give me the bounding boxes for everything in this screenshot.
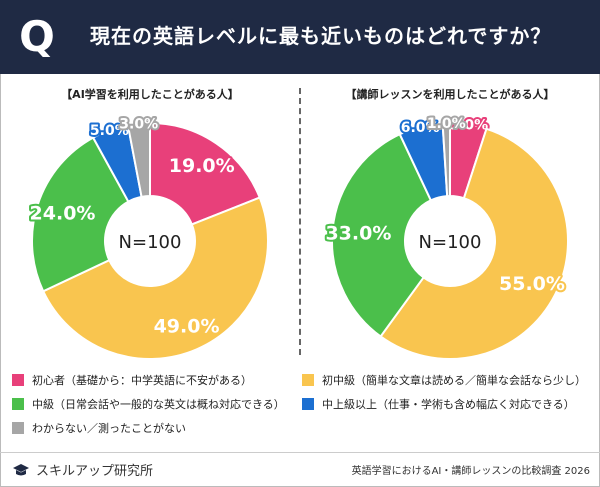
pie-chart-ai: 19.0% 49.0% 24.0% 5.0%3.0% N=100 xyxy=(28,115,270,361)
pie-label-1: 55.0% xyxy=(499,273,565,295)
chart-title-ai: 【AI学習を利用したことがある人】 xyxy=(61,88,239,101)
page-title: 現在の英語レベルに最も近いものはどれですか？ xyxy=(90,24,552,48)
legend-label: 初心者（基礎から：中学英語に不安がある） xyxy=(32,374,252,387)
pie-chart-lesson: 5.0% 55.0% 33.0% 6.0%1.0% N=100 xyxy=(323,114,569,360)
legend-swatch xyxy=(302,398,314,410)
pie-label-3: 5.0% xyxy=(90,123,129,139)
legend-item-upper-intermediate: 中上級以上（仕事・学術も含め幅広く対応できる） xyxy=(302,396,575,412)
pie-label-4: 1.0% xyxy=(427,116,466,132)
legend-swatch xyxy=(12,422,24,434)
q-icon: Q xyxy=(19,12,55,61)
legend-item-unknown: わからない／測ったことがない xyxy=(12,420,186,436)
brand: スキルアップ研究所 xyxy=(12,460,153,479)
divider xyxy=(299,88,301,355)
center-label: N=100 xyxy=(419,232,482,253)
legend-swatch xyxy=(302,374,314,386)
pie-label-1: 49.0% xyxy=(154,315,220,337)
pie-label-0: 5.0% xyxy=(449,117,488,133)
footer-divider xyxy=(0,452,600,453)
pie-label-3: 6.0% xyxy=(401,120,440,136)
legend-label: 初中級（簡単な文章は読める／簡単な会話なら少し） xyxy=(322,374,586,387)
pie-label-2: 24.0% xyxy=(30,203,96,225)
legend-item-pre-intermediate: 初中級（簡単な文章は読める／簡単な会話なら少し） xyxy=(302,372,586,388)
legend-item-beginner: 初心者（基礎から：中学英語に不安がある） xyxy=(12,372,252,388)
legend-label: 中級（日常会話や一般的な英文は概ね対応できる） xyxy=(32,398,285,411)
legend-label: 中上級以上（仕事・学術も含め幅広く対応できる） xyxy=(322,398,575,411)
brand-name: スキルアップ研究所 xyxy=(36,464,154,479)
legend-swatch xyxy=(12,374,24,386)
center-label: N=100 xyxy=(119,232,182,253)
legend-swatch xyxy=(12,398,24,410)
pie-label-4: 3.0% xyxy=(119,117,158,133)
chart-title-lesson: 【講師レッスンを利用したことがある人】 xyxy=(345,88,555,101)
donut-hole xyxy=(405,196,495,286)
pie-label-2: 33.0% xyxy=(325,222,391,244)
header-bar: Q 現在の英語レベルに最も近いものはどれですか？ xyxy=(0,0,600,74)
footnote: 英語学習におけるAI・講師レッスンの比較調査 2026 xyxy=(351,466,590,477)
mortarboard-icon xyxy=(13,463,29,475)
legend-item-intermediate: 中級（日常会話や一般的な英文は概ね対応できる） xyxy=(12,396,285,412)
pie-label-0: 19.0% xyxy=(169,155,235,177)
legend-label: わからない／測ったことがない xyxy=(32,422,186,435)
donut-hole xyxy=(105,196,195,286)
